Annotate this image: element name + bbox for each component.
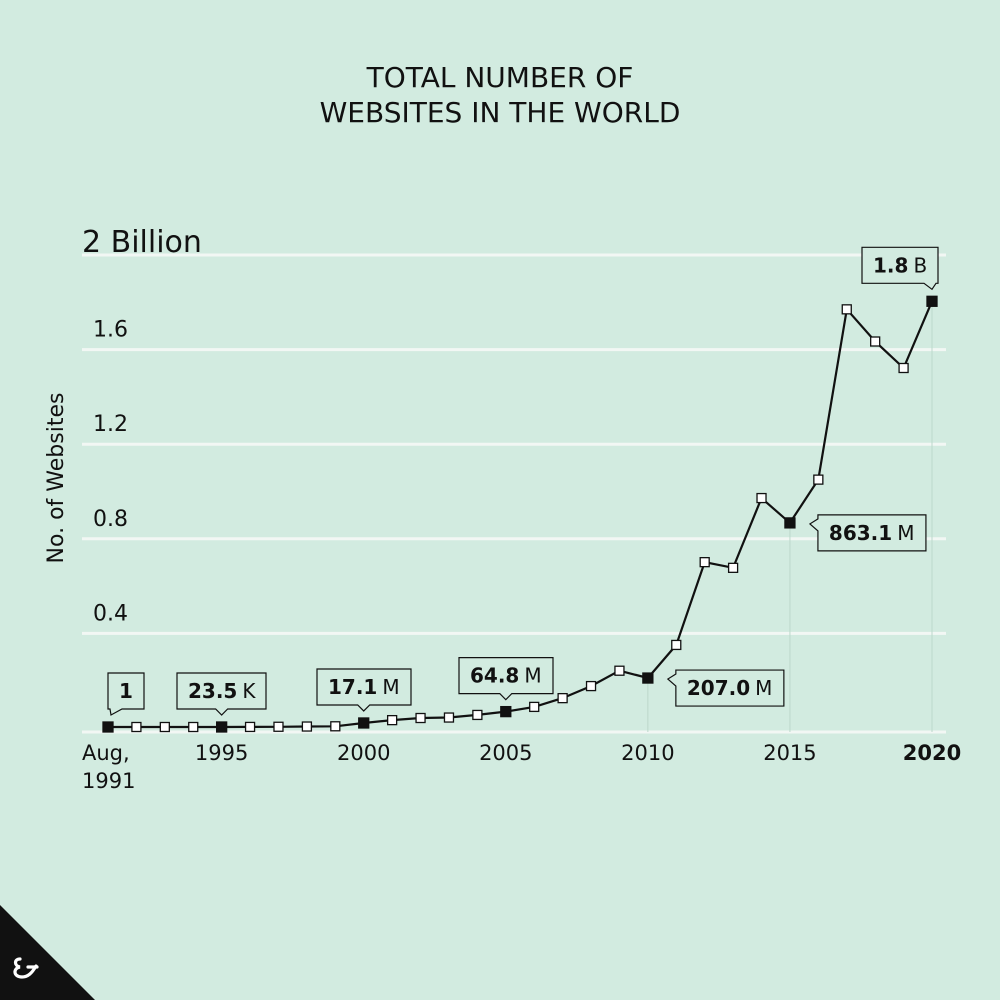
x-tick-label-line: 2000 (337, 741, 390, 765)
value-callout: 207.0 M (666, 669, 785, 707)
data-point (671, 639, 682, 651)
data-point (870, 336, 881, 347)
x-tick-label: 1995 (195, 741, 248, 765)
callout-value: 1 (119, 679, 133, 703)
chart-title-line-1: TOTAL NUMBER OF (366, 61, 634, 94)
callout-value: 64.8 (470, 664, 519, 688)
value-callout: 17.1 M (316, 668, 412, 712)
data-point (813, 474, 824, 485)
callout-box (458, 657, 554, 701)
x-tick-label-line: 2005 (479, 741, 532, 765)
data-point (386, 714, 398, 726)
callout-box (666, 669, 785, 707)
callout-box (808, 514, 927, 552)
data-point (244, 721, 256, 733)
grid-lines (82, 253, 946, 734)
data-point (131, 721, 142, 733)
callout-value: 1.8 (873, 253, 908, 277)
x-tick-label: 2015 (763, 741, 816, 765)
callout-unit: M (524, 664, 541, 688)
data-point-highlight (642, 672, 654, 684)
y-tick-labels: 0.4 0.8 1.2 1.6 2 Billion (82, 225, 202, 626)
brand-logo-icon (13, 957, 39, 979)
chart-title-line-2: WEBSITES IN THE WORLD (320, 96, 681, 129)
data-point-highlight (358, 717, 370, 729)
data-point (330, 721, 341, 732)
data-point-highlight (500, 705, 512, 718)
data-point (557, 692, 568, 704)
data-point (727, 562, 739, 573)
callout-box (107, 672, 145, 716)
callout-box (316, 668, 412, 712)
data-point (472, 709, 483, 721)
y-tick-label: 1.6 (93, 318, 128, 343)
callout-value: 207.0 (687, 676, 750, 700)
value-callout: 863.1 M (808, 514, 927, 552)
data-point (159, 721, 170, 733)
value-callout: 1 (107, 672, 145, 716)
data-point-highlight (926, 295, 938, 307)
callout-value: 863.1 (829, 521, 892, 545)
callout-unit: B (913, 253, 927, 277)
x-tick-label: 2010 (621, 741, 674, 765)
x-tick-labels: Aug, 1991 1995 2000 2005 2010 2015 2020 (82, 741, 961, 793)
data-point-markers (102, 295, 938, 733)
callout-box (861, 246, 939, 291)
y-tick-label: 0.8 (93, 507, 128, 532)
corner-triangle (0, 905, 95, 1000)
annotation-guides (647, 301, 933, 732)
value-callout: 64.8 M (458, 657, 554, 701)
y-tick-label: 1.2 (93, 412, 128, 437)
x-tick-label: Aug, 1991 (82, 741, 135, 793)
data-point (585, 680, 597, 692)
data-point (841, 304, 852, 315)
x-tick-label-line: 1991 (82, 769, 135, 793)
x-tick-label: 2000 (337, 741, 390, 765)
x-tick-label-line: 2015 (763, 741, 816, 765)
data-point-highlight (784, 517, 796, 529)
x-tick-label: 2020 (903, 741, 961, 765)
callout-unit: M (897, 521, 914, 545)
x-tick-label: 2005 (479, 741, 532, 765)
y-tick-label: 0.4 (93, 601, 128, 626)
data-point-highlight (216, 721, 228, 733)
x-tick-label-line: 2010 (621, 741, 674, 765)
value-callout: 1.8 B (861, 246, 939, 291)
data-point (614, 665, 625, 676)
data-point (699, 557, 710, 568)
brand-corner (0, 905, 95, 1000)
x-tick-label-line: 2020 (903, 741, 961, 765)
y-axis-label: No. of Websites (44, 393, 69, 564)
callout-box (176, 672, 267, 716)
data-point (301, 721, 313, 732)
callout-unit: M (382, 675, 399, 699)
callout-value: 23.5 (188, 679, 237, 703)
x-tick-label-line: Aug, (82, 741, 130, 765)
callout-unit: K (242, 679, 256, 703)
data-point (756, 492, 767, 504)
data-point (188, 721, 199, 733)
y-top-label: 2 Billion (82, 225, 202, 260)
callout-value: 17.1 (328, 675, 377, 699)
value-callout: 23.5 K (176, 672, 267, 716)
callout-unit: M (755, 676, 772, 700)
data-point (415, 712, 426, 724)
data-point (273, 721, 284, 732)
data-point (898, 362, 909, 374)
data-point (529, 701, 540, 713)
data-point (443, 712, 455, 723)
data-point-highlight (102, 721, 114, 733)
x-tick-label-line: 1995 (195, 741, 248, 765)
